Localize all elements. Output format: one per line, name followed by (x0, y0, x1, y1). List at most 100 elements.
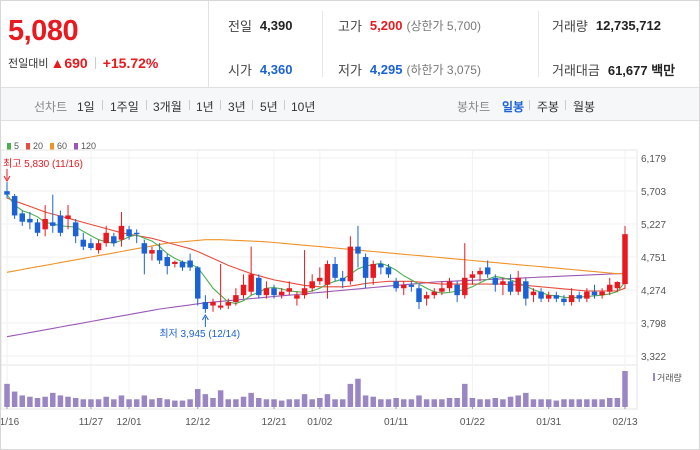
volume-bar (111, 399, 117, 407)
candle-body (233, 295, 239, 303)
period-5y[interactable]: 5년 (260, 100, 278, 114)
candle-body (57, 215, 64, 233)
high-arrow-icon (3, 175, 11, 182)
stat-turnover: 거래대금 61,677 백만 (552, 60, 675, 79)
volume-bar (187, 399, 193, 407)
volume-bar (500, 399, 506, 407)
candle-body (439, 288, 445, 292)
candle-body (118, 225, 125, 240)
candle-body (95, 243, 102, 251)
volume-bar (515, 395, 521, 407)
stat-label: 저가 (338, 63, 362, 78)
volume-bar (294, 399, 300, 407)
x-tick-label: 01/22 (460, 417, 485, 428)
stat-low: 저가 4,295 (하한가 3,075) (338, 60, 481, 79)
divider (284, 100, 285, 110)
candle-body (599, 291, 605, 296)
volume-bar (88, 399, 94, 407)
volume-bar (210, 398, 216, 407)
x-tick-label: 12/21 (262, 417, 287, 428)
period-1d[interactable]: 1일 (77, 100, 95, 114)
candle-body (156, 250, 163, 261)
period-3m[interactable]: 3개월 (153, 100, 182, 114)
candle-body (431, 291, 438, 296)
change-label: 전일대비 (8, 58, 49, 70)
volume-bar (179, 400, 186, 407)
volume-bar (309, 399, 315, 407)
candle-body (141, 243, 148, 254)
volume-legend-swatch (653, 373, 655, 381)
legend-swatch (7, 142, 11, 150)
volume-bar (385, 399, 392, 407)
volume-bar (431, 399, 438, 407)
candle-body (469, 274, 476, 278)
volume-bar (202, 394, 209, 407)
volume-bar (553, 400, 560, 407)
x-tick-label: 11/16 (1, 417, 20, 428)
volume-bar (568, 399, 575, 407)
legend-label: 120 (81, 141, 97, 151)
stat-prev-close: 전일 4,390 (228, 16, 292, 35)
volume-bar (50, 392, 56, 407)
volume-bar (561, 399, 567, 407)
candle-daily[interactable]: 일봉 (502, 100, 525, 114)
stat-label: 거래량 (552, 19, 588, 34)
candle-body (88, 243, 94, 249)
volume-bar (248, 392, 254, 407)
volume-bar (233, 399, 239, 407)
volume-bar (126, 399, 132, 407)
stat-label: 거래대금 (552, 63, 600, 78)
candle-weekly[interactable]: 주봉 (537, 100, 560, 114)
volume-bar (57, 395, 64, 407)
divider (94, 57, 96, 69)
candle-body (591, 291, 598, 296)
period-3y[interactable]: 3년 (228, 100, 246, 114)
candle-body (301, 288, 308, 296)
volume-bar (95, 399, 102, 407)
volume-bar (393, 398, 399, 407)
candle-body (561, 298, 567, 303)
period-10y[interactable]: 10년 (291, 100, 316, 114)
candle-body (263, 288, 270, 296)
y-tick-label: 4,751 (641, 253, 666, 264)
stat-open: 시가 4,360 (228, 60, 292, 79)
divider (538, 11, 539, 77)
volume-bar (423, 399, 430, 407)
volume-bar (576, 399, 582, 407)
candle-chart-label: 봉차트 (457, 100, 491, 114)
ma120-line (6, 272, 626, 338)
volume-bar (271, 399, 277, 407)
volume-bar (194, 389, 201, 407)
volume-bar (378, 399, 384, 407)
legend-item-ma20: 20 (26, 141, 43, 151)
candle-body (378, 263, 384, 268)
upper-limit: (상한가 5,700) (406, 19, 481, 33)
legend-label: 5 (14, 141, 20, 151)
candle-body (103, 232, 109, 244)
candle-body (271, 288, 277, 296)
candle-body (240, 284, 247, 296)
candle-body (515, 277, 521, 292)
candle-body (584, 291, 590, 299)
candle-body (614, 281, 621, 289)
y-tick-label: 4,274 (641, 286, 666, 297)
period-1y[interactable]: 1년 (196, 100, 214, 114)
volume-bar (65, 396, 71, 407)
volume-bar (339, 399, 346, 407)
y-tick-label: 3,798 (641, 319, 666, 330)
candlestick-chart[interactable]: 6,179 5,703 5,227 4,751 4,274 3,798 3,322 11/16… (1, 121, 699, 450)
low-annotation: 최저 3,945 (12/14) (159, 328, 240, 340)
candle-monthly[interactable]: 월봉 (573, 100, 596, 114)
divider (189, 100, 190, 110)
volume-bar (133, 399, 140, 407)
period-1w[interactable]: 1주일 (110, 100, 139, 114)
x-tick-label: 12/01 (117, 417, 142, 428)
volume-bar (370, 396, 376, 407)
candle-body (339, 277, 346, 282)
candle-body (179, 261, 186, 268)
volume-bar (446, 398, 453, 407)
stat-value: 4,390 (259, 18, 293, 33)
volume-bar (362, 395, 369, 407)
stat-value: 12,735,712 (595, 18, 661, 33)
candle-body (462, 277, 468, 296)
